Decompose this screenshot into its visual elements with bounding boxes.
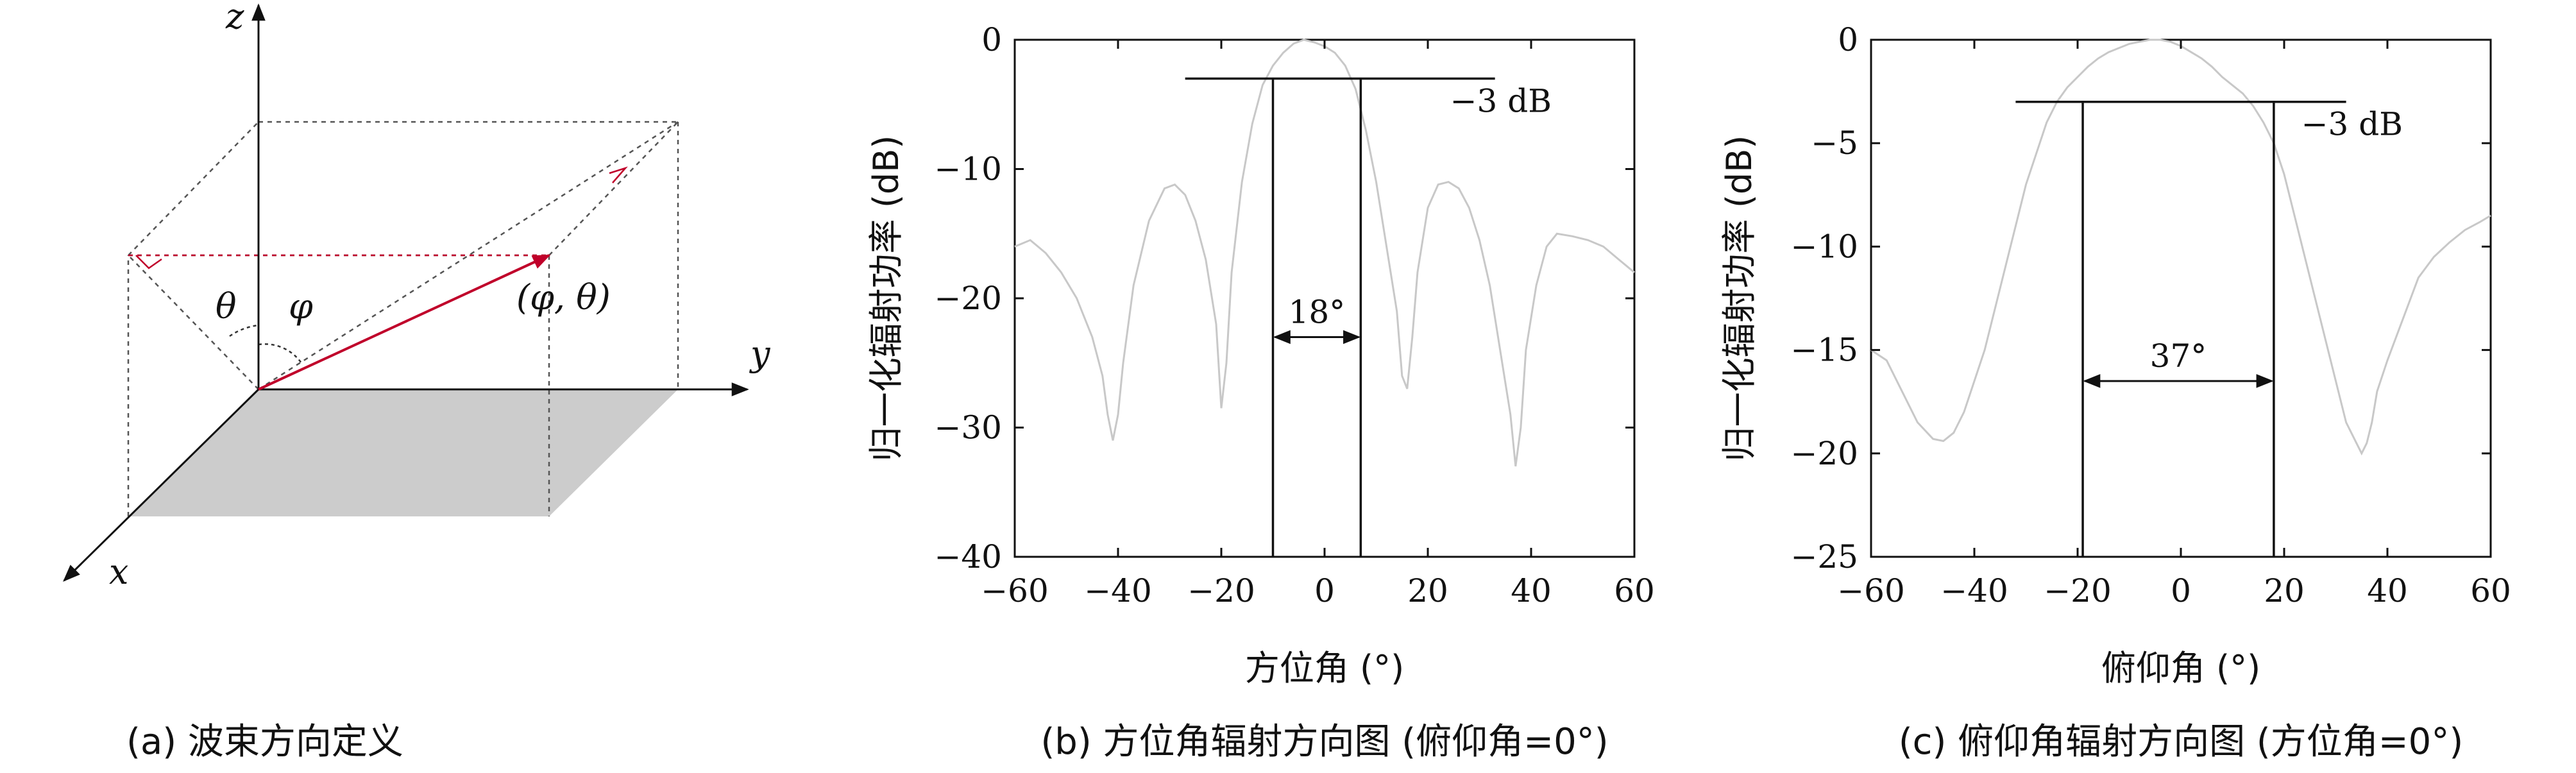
tick-group: −60 −40 −20 0 20 40 600−10−20−30−40 <box>934 21 1654 609</box>
annotation-group: −3 dB 37° <box>2015 100 2403 557</box>
beam-vector <box>258 254 551 391</box>
y-tick-label: −10 <box>934 151 1002 188</box>
panel-c-caption: (c) 俯仰角辐射方向图 (方位角=0°) <box>1899 721 2463 763</box>
y-tick-label: −5 <box>1811 124 1858 162</box>
x-tick-label: 60 <box>2470 572 2511 609</box>
beamwidth-label: 18° <box>1289 293 1346 330</box>
x-tick-label: −60 <box>981 572 1049 609</box>
pattern-curve-line <box>1870 38 2491 456</box>
y-tick-label: −25 <box>1790 538 1858 575</box>
y-axis-title: 归一化辐射功率 (dB) <box>866 135 906 462</box>
y-tick-label: 0 <box>981 21 1002 58</box>
x-tick-label: −40 <box>1084 572 1152 609</box>
x-tick-label: 20 <box>1407 572 1448 609</box>
phi-label: φ <box>289 286 313 327</box>
tick-group: −60 −40 −20 0 20 40 60 0 −5 −10 −15 −20 −25 <box>1790 21 2511 609</box>
panel-a-beam-direction: z y x θ φ (φ, θ) (a) 波束方向定义 <box>63 0 771 763</box>
x-tick-label: −20 <box>2044 572 2112 609</box>
y-tick-label: −30 <box>934 409 1002 446</box>
y-tick-label: −20 <box>934 280 1002 317</box>
minus-3db-label: −3 dB <box>2301 106 2403 143</box>
panel-a-caption: (a) 波束方向定义 <box>126 721 403 763</box>
axis-z-label: z <box>225 0 244 37</box>
right-angle-marker <box>135 255 162 269</box>
beam-point-label: (φ, θ) <box>516 277 611 318</box>
x-tick-label: 20 <box>2264 572 2305 609</box>
y-tick-label: −20 <box>1790 435 1858 472</box>
axis-y-label: y <box>749 334 771 374</box>
pattern-curve-line <box>1014 38 1635 467</box>
theta-label: θ <box>216 286 237 327</box>
x-tick-label: −40 <box>1940 572 2008 609</box>
minus-3db-label: −3 dB <box>1450 82 1552 119</box>
axis-x-label: x <box>109 552 128 592</box>
phi-arc <box>258 343 303 364</box>
x-axis-title: 方位角 (°) <box>1245 648 1404 688</box>
y-tick-label: −15 <box>1790 332 1858 369</box>
right-angle-marker <box>609 166 628 183</box>
x-tick-label: −20 <box>1187 572 1255 609</box>
x-axis-title: 俯仰角 (°) <box>2101 648 2260 688</box>
x-tick-label: −60 <box>1837 572 1905 609</box>
x-tick-label: 40 <box>1511 572 1552 609</box>
y-axis-title: 归一化辐射功率 (dB) <box>1719 135 1759 462</box>
pattern-curve-group <box>1014 38 1635 467</box>
x-tick-label: 0 <box>1314 572 1335 609</box>
annotation-group: −3 dB 18° <box>1185 77 1552 557</box>
panel-b-caption: (b) 方位角辐射方向图 (俯仰角=0°) <box>1040 721 1608 763</box>
pattern-curve-group <box>1870 38 2491 456</box>
y-tick-label: −40 <box>934 538 1002 575</box>
x-tick-label: 0 <box>2171 572 2191 609</box>
theta-arc <box>229 324 259 337</box>
x-tick-label: 60 <box>1614 572 1655 609</box>
x-axis <box>63 388 260 582</box>
y-tick-label: −10 <box>1790 228 1858 265</box>
x-tick-label: 40 <box>2367 572 2408 609</box>
beamwidth-label: 37° <box>2150 337 2207 375</box>
panel-c-elevation-pattern: −60 −40 −20 0 20 40 60 0 −5 −10 −15 −20 −25 −3 dB 37°… <box>1719 21 2511 763</box>
y-tick-label: 0 <box>1838 21 1858 58</box>
ground-plane <box>128 389 678 516</box>
